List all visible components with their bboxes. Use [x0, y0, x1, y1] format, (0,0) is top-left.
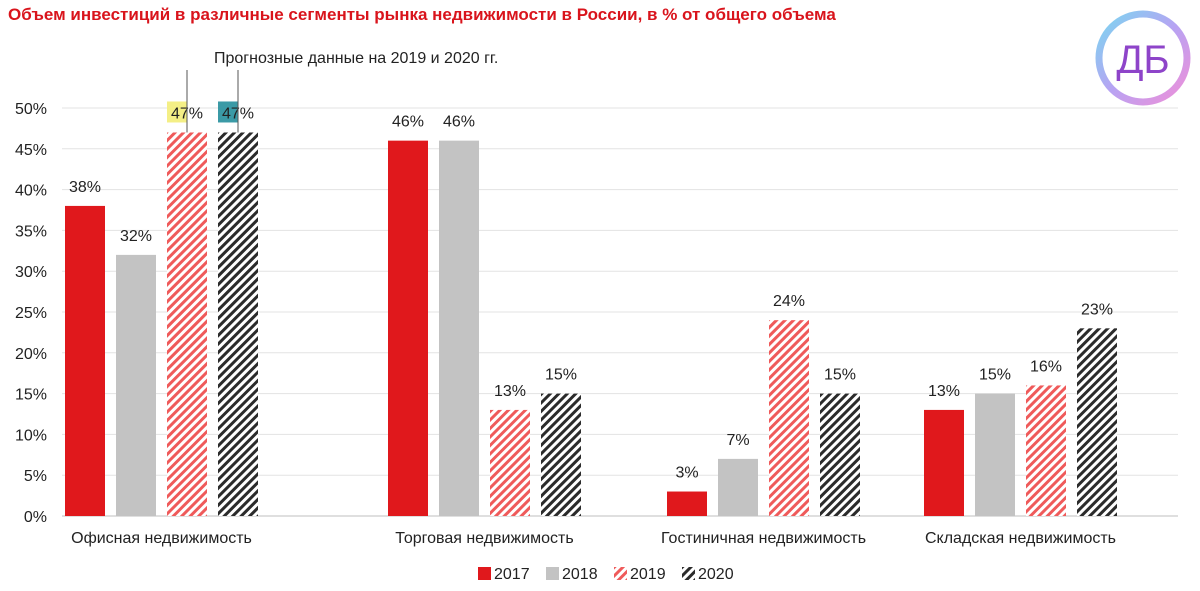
bar-2017-складская-недвижимость [924, 409, 964, 516]
y-tick-label: 25% [15, 305, 47, 322]
bar-2019-гостиничная-недвижимость [769, 320, 809, 516]
y-tick-label: 30% [15, 264, 47, 281]
db-logo-icon: ДБ [1095, 10, 1191, 106]
data-label-2017-складская-недвижимость: 13% [928, 383, 960, 400]
legend-swatch-2017 [478, 567, 491, 580]
data-label-2018-офисная-недвижимость: 32% [120, 228, 152, 245]
y-tick-label: 15% [15, 387, 47, 404]
bars [65, 132, 1117, 517]
y-tick-label: 50% [15, 101, 47, 118]
y-tick-label: 0% [24, 509, 47, 526]
data-label-2018-складская-недвижимость: 15% [979, 367, 1011, 384]
bar-2017-торговая-недвижимость [388, 140, 428, 516]
data-label-2020-складская-недвижимость: 23% [1081, 301, 1113, 318]
legend-label-2018: 2018 [562, 566, 598, 583]
y-tick-label: 45% [15, 142, 47, 159]
bar-2018-складская-недвижимость [975, 393, 1015, 516]
data-label-2018-торговая-недвижимость: 46% [443, 114, 475, 131]
bar-2018-офисная-недвижимость [116, 254, 156, 516]
legend-label-2017: 2017 [494, 566, 530, 583]
data-label-2017-гостиничная-недвижимость: 3% [675, 465, 698, 482]
data-label-highlight [167, 101, 187, 123]
data-label-2019-гостиничная-недвижимость: 24% [773, 293, 805, 310]
data-label-2017-офисная-недвижимость: 38% [69, 179, 101, 196]
y-tick-label: 40% [15, 183, 47, 200]
category-label: Складская недвижимость [925, 530, 1116, 547]
legend-swatch-2020 [682, 567, 695, 580]
x-axis-category-labels: Офисная недвижимость Торговая недвижимост… [71, 530, 1116, 547]
category-label: Гостиничная недвижимость [661, 530, 866, 547]
y-tick-label: 5% [24, 468, 47, 485]
category-label: Торговая недвижимость [395, 530, 573, 547]
forecast-annotation-text: Прогнозные данные на 2019 и 2020 гг. [214, 50, 498, 67]
bar-2020-офисная-недвижимость [218, 132, 258, 517]
y-axis-tick-labels: 0% 5% 10% 15% 20% 25% 30% 35% 40% 45% 50% [15, 101, 47, 526]
bar-2020-складская-недвижимость [1077, 328, 1117, 516]
bar-2019-офисная-недвижимость [167, 132, 207, 517]
bar-2018-торговая-недвижимость [439, 140, 479, 516]
data-label-highlight [218, 101, 238, 123]
bar-2018-гостиничная-недвижимость [718, 458, 758, 516]
data-label-2020-торговая-недвижимость: 15% [545, 367, 577, 384]
forecast-annotation: Прогнозные данные на 2019 и 2020 гг. [186, 50, 498, 133]
data-label-2018-гостиничная-недвижимость: 7% [726, 432, 749, 449]
bar-2017-офисная-недвижимость [65, 205, 105, 517]
bar-2020-торговая-недвижимость [541, 393, 581, 516]
data-label-2019-складская-недвижимость: 16% [1030, 358, 1062, 375]
y-tick-label: 10% [15, 427, 47, 444]
legend-swatch-2018 [546, 567, 559, 580]
legend: 2017 2018 2019 2020 [478, 566, 734, 583]
legend-label-2020: 2020 [698, 566, 734, 583]
data-label-2017-торговая-недвижимость: 46% [392, 114, 424, 131]
data-label-2019-торговая-недвижимость: 13% [494, 383, 526, 400]
y-tick-label: 35% [15, 223, 47, 240]
bar-2020-гостиничная-недвижимость [820, 393, 860, 516]
category-label: Офисная недвижимость [71, 530, 252, 547]
bar-2017-гостиничная-недвижимость [667, 491, 707, 516]
bar-2019-складская-недвижимость [1026, 385, 1066, 516]
y-tick-label: 20% [15, 346, 47, 363]
legend-label-2019: 2019 [630, 566, 666, 583]
legend-swatch-2019 [614, 567, 627, 580]
chart-title: Объем инвестиций в различные сегменты ры… [8, 5, 836, 24]
logo-text: ДБ [1116, 38, 1169, 82]
data-label-2020-гостиничная-недвижимость: 15% [824, 367, 856, 384]
bar-2019-торговая-недвижимость [490, 409, 530, 516]
